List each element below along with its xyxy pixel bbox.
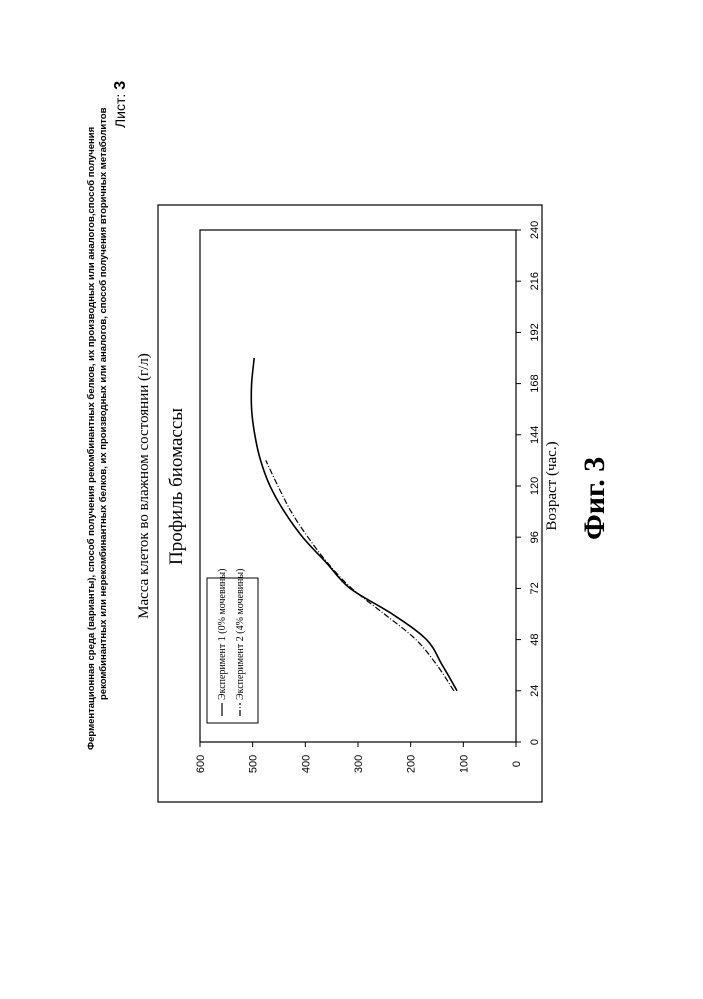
legend: Эксперимент 1 (0% мочевины) Эксперимент 2… <box>207 569 258 723</box>
series-group <box>251 358 457 691</box>
x-tick-label: 120 <box>529 477 541 495</box>
figure-label: Фиг. 3 <box>578 457 612 540</box>
x-tick-label: 72 <box>529 582 541 594</box>
y-tick-label: 400 <box>300 755 312 773</box>
y-tick-label: 200 <box>406 755 418 773</box>
x-tick-label: 0 <box>529 739 541 745</box>
chart-title: Профиль биомассы <box>166 408 187 565</box>
x-tick-label: 144 <box>529 426 541 444</box>
y-tick-label: 300 <box>353 755 365 773</box>
x-tick-label: 216 <box>529 272 541 290</box>
x-axis-title: Возраст (час.) <box>544 441 560 530</box>
y-axis-title: Масса клеток во влажном состоянии (г/л) <box>136 353 152 619</box>
y-tick-label: 100 <box>458 755 470 773</box>
x-tick-label: 24 <box>529 685 541 697</box>
x-tick-label: 192 <box>529 323 541 341</box>
y-tick-label: 600 <box>195 755 207 773</box>
x-axis-ticks: 0 24 48 72 96 120 144 168 192 216 240 <box>516 221 541 745</box>
x-tick-label: 48 <box>529 633 541 645</box>
series-line-1 <box>251 358 457 691</box>
y-axis-ticks: 0 100 200 300 400 500 600 <box>195 742 523 773</box>
x-tick-label: 240 <box>529 221 541 239</box>
y-tick-label: 0 <box>511 761 523 767</box>
legend-entry-2: Эксперимент 2 (4% мочевины) <box>235 569 246 700</box>
x-tick-label: 96 <box>529 531 541 543</box>
x-tick-label: 168 <box>529 374 541 392</box>
y-tick-label: 500 <box>248 755 260 773</box>
legend-box <box>207 578 258 723</box>
legend-entry-1: Эксперимент 1 (0% мочевины) <box>217 569 228 700</box>
series-line-2 <box>266 460 454 690</box>
